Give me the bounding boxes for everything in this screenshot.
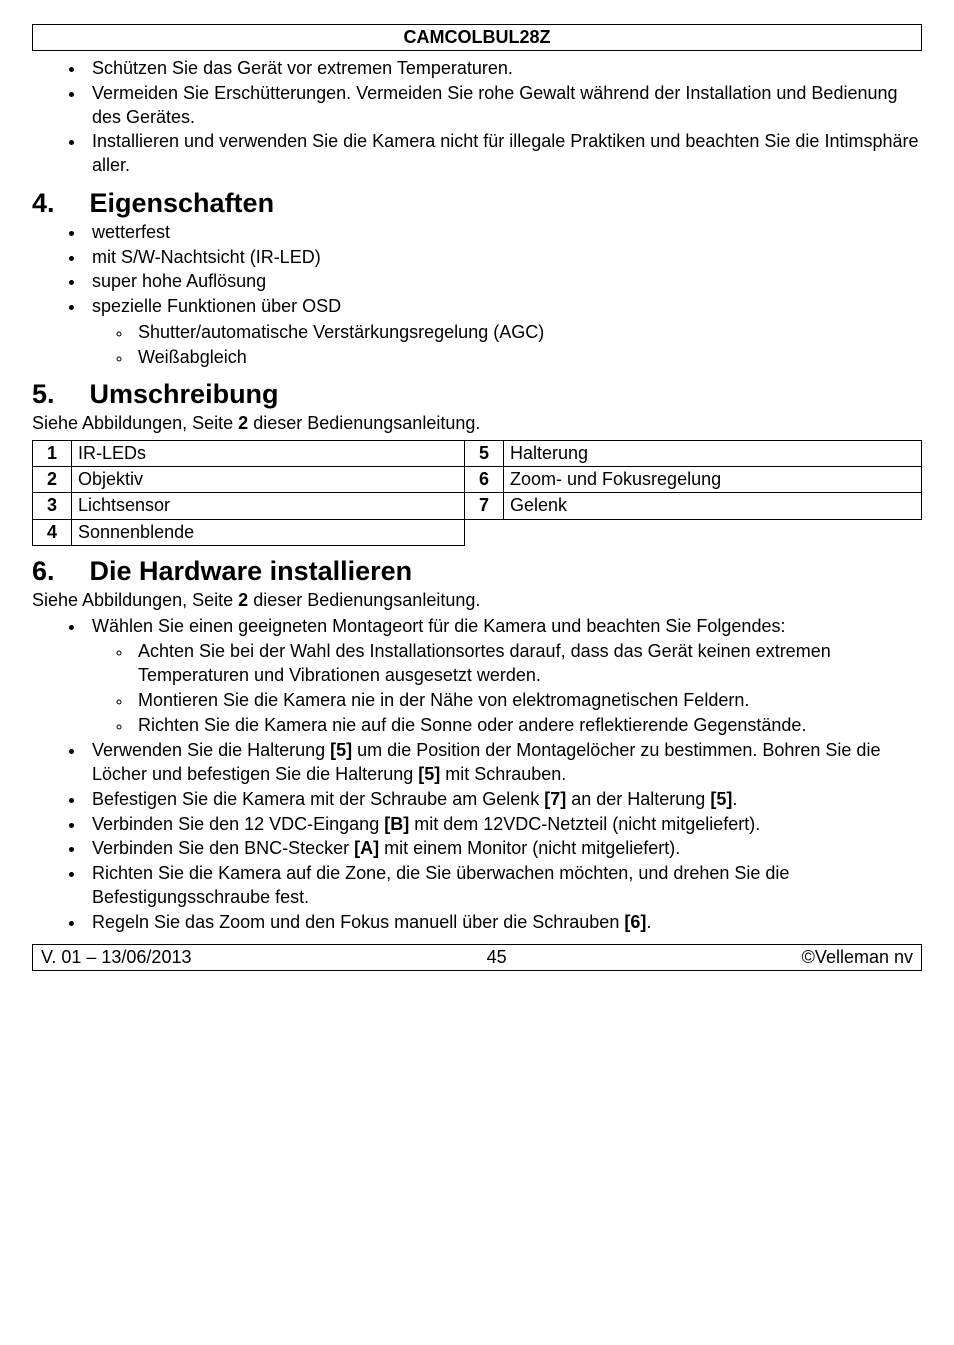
section-5-intro: Siehe Abbildungen, Seite 2 dieser Bedien… (32, 412, 922, 436)
text-run: Verwenden Sie die Halterung (92, 740, 330, 760)
list-item: wetterfest (86, 221, 922, 245)
bold-ref: [B] (384, 814, 409, 834)
sub-list-item: Weißabgleich (132, 346, 922, 370)
bold-ref: [5] (418, 764, 440, 784)
list-item: Installieren und verwenden Sie die Kamer… (86, 130, 922, 178)
text-run: Richten Sie die Kamera auf die Zone, die… (92, 863, 789, 907)
section-6-bullets: Wählen Sie einen geeigneten Montageort f… (32, 615, 922, 935)
list-item: Vermeiden Sie Erschütterungen. Vermeiden… (86, 82, 922, 130)
bold-ref: 2 (238, 413, 248, 433)
list-item: Richten Sie die Kamera auf die Zone, die… (86, 862, 922, 910)
text-run: Wählen Sie einen geeigneten Montageort f… (92, 616, 785, 636)
section-6-heading: 6. Die Hardware installieren (32, 556, 922, 587)
list-item: Befestigen Sie die Kamera mit der Schrau… (86, 788, 922, 812)
table-num-cell (465, 519, 504, 545)
table-num-cell: 7 (465, 493, 504, 519)
table-label-cell: Gelenk (504, 493, 922, 519)
text-run: dieser Bedienungsanleitung. (248, 590, 480, 610)
sub-list-item: Shutter/automatische Verstärkungsregelun… (132, 321, 922, 345)
footer-left: V. 01 – 13/06/2013 (41, 947, 191, 968)
section-4-title: Eigenschaften (90, 188, 275, 218)
bold-ref: [7] (544, 789, 566, 809)
section-5-heading: 5. Umschreibung (32, 379, 922, 410)
table-num-cell: 1 (33, 441, 72, 467)
table-label-cell: Sonnenblende (72, 519, 465, 545)
list-item: Wählen Sie einen geeigneten Montageort f… (86, 615, 922, 738)
text-run: an der Halterung (566, 789, 710, 809)
text-run: Verbinden Sie den 12 VDC-Eingang (92, 814, 384, 834)
table-num-cell: 2 (33, 467, 72, 493)
section-4-bullets: wetterfestmit S/W-Nachtsicht (IR-LED)sup… (32, 221, 922, 370)
text-run: Befestigen Sie die Kamera mit der Schrau… (92, 789, 544, 809)
table-label-cell: IR-LEDs (72, 441, 465, 467)
bold-ref: [6] (624, 912, 646, 932)
list-item: spezielle Funktionen über OSDShutter/aut… (86, 295, 922, 369)
table-label-cell: Objektiv (72, 467, 465, 493)
text-run: Siehe Abbildungen, Seite (32, 590, 238, 610)
section-5-number: 5. (32, 379, 82, 410)
text-run: . (646, 912, 651, 932)
list-item: Verwenden Sie die Halterung [5] um die P… (86, 739, 922, 787)
table-row: 4Sonnenblende (33, 519, 922, 545)
bold-ref: [5] (330, 740, 352, 760)
section-6-intro: Siehe Abbildungen, Seite 2 dieser Bedien… (32, 589, 922, 613)
table-row: 3Lichtsensor7Gelenk (33, 493, 922, 519)
sub-list-item: Montieren Sie die Kamera nie in der Nähe… (132, 689, 922, 713)
table-label-cell: Lichtsensor (72, 493, 465, 519)
table-label-cell (504, 519, 922, 545)
list-item: Verbinden Sie den BNC-Stecker [A] mit ei… (86, 837, 922, 861)
bold-ref: [A] (354, 838, 379, 858)
section-4-heading: 4. Eigenschaften (32, 188, 922, 219)
section-6-number: 6. (32, 556, 82, 587)
sub-list: Shutter/automatische Verstärkungsregelun… (92, 321, 922, 370)
list-item: super hohe Auflösung (86, 270, 922, 294)
table-row: 2Objektiv6Zoom- und Fokusregelung (33, 467, 922, 493)
sub-list-item: Achten Sie bei der Wahl des Installation… (132, 640, 922, 688)
section-5-title: Umschreibung (90, 379, 279, 409)
list-item: Regeln Sie das Zoom und den Fokus manuel… (86, 911, 922, 935)
table-num-cell: 3 (33, 493, 72, 519)
text-run: Verbinden Sie den BNC-Stecker (92, 838, 354, 858)
list-item: Verbinden Sie den 12 VDC-Eingang [B] mit… (86, 813, 922, 837)
sub-list: Achten Sie bei der Wahl des Installation… (92, 640, 922, 737)
sub-list-item: Richten Sie die Kamera nie auf die Sonne… (132, 714, 922, 738)
list-item: Schützen Sie das Gerät vor extremen Temp… (86, 57, 922, 81)
top-bullet-list: Schützen Sie das Gerät vor extremen Temp… (32, 57, 922, 178)
bold-ref: [5] (710, 789, 732, 809)
list-item: mit S/W-Nachtsicht (IR-LED) (86, 246, 922, 270)
table-num-cell: 6 (465, 467, 504, 493)
text-run: mit einem Monitor (nicht mitgeliefert). (379, 838, 680, 858)
description-table: 1IR-LEDs5Halterung2Objektiv6Zoom- und Fo… (32, 440, 922, 546)
bold-ref: 2 (238, 590, 248, 610)
text-run: Regeln Sie das Zoom und den Fokus manuel… (92, 912, 624, 932)
table-label-cell: Zoom- und Fokusregelung (504, 467, 922, 493)
table-label-cell: Halterung (504, 441, 922, 467)
document-header: CAMCOLBUL28Z (32, 24, 922, 51)
table-num-cell: 4 (33, 519, 72, 545)
text-run: mit Schrauben. (440, 764, 566, 784)
table-num-cell: 5 (465, 441, 504, 467)
footer-center: 45 (487, 947, 507, 968)
text-run: Siehe Abbildungen, Seite (32, 413, 238, 433)
section-6-title: Die Hardware installieren (90, 556, 413, 586)
table-row: 1IR-LEDs5Halterung (33, 441, 922, 467)
header-title: CAMCOLBUL28Z (404, 27, 551, 47)
footer-right: ©Velleman nv (802, 947, 913, 968)
section-4-number: 4. (32, 188, 82, 219)
text-run: mit dem 12VDC-Netzteil (nicht mitgeliefe… (409, 814, 760, 834)
text-run: dieser Bedienungsanleitung. (248, 413, 480, 433)
page-footer: V. 01 – 13/06/2013 45 ©Velleman nv (32, 944, 922, 971)
text-run: . (732, 789, 737, 809)
